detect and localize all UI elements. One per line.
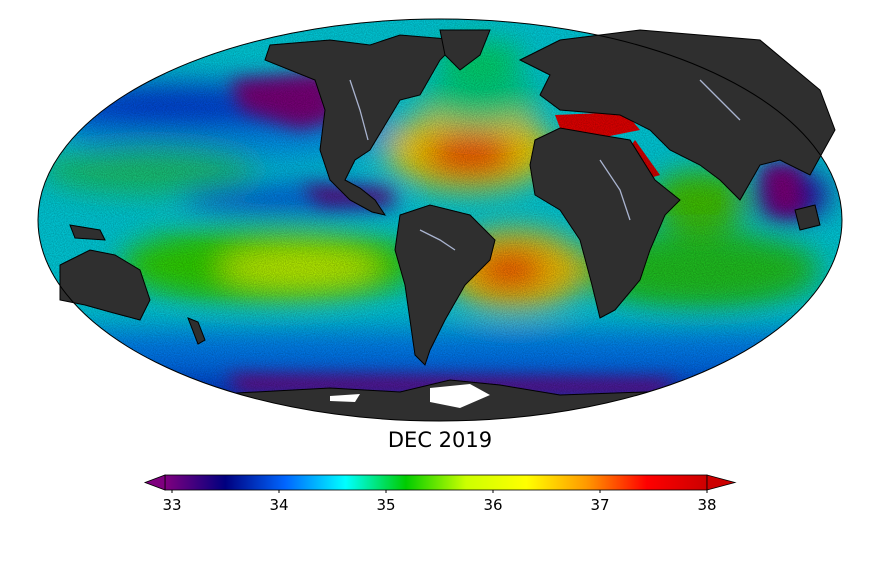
colorbar-tick-label: 33 <box>162 496 181 514</box>
new-zealand-land <box>187 317 206 345</box>
antarctica-ice <box>330 384 490 408</box>
africa-land <box>529 127 681 319</box>
globe-outline <box>37 18 843 422</box>
australia-land <box>59 249 151 321</box>
colorbar-tick-label: 35 <box>376 496 395 514</box>
colorbar-extend-low <box>143 474 166 491</box>
world-salinity-map <box>37 18 843 422</box>
eurasia-land <box>518 29 836 201</box>
map-title: DEC 2019 <box>387 428 493 452</box>
rivers <box>349 79 741 251</box>
colorbar-extend-high <box>706 474 737 491</box>
colorbar-tick-label: 34 <box>269 496 288 514</box>
south-america-land <box>394 204 496 366</box>
colorbar-gradient <box>164 474 708 491</box>
colorbar: 33 34 35 36 37 38 <box>143 474 737 514</box>
colorbar-tick-label: 37 <box>590 496 609 514</box>
continents <box>59 29 836 366</box>
colorbar-tick-label: 36 <box>483 496 502 514</box>
north-america-land <box>264 34 462 216</box>
greenland-land <box>439 29 491 71</box>
colorbar-tick-label: 38 <box>697 496 716 514</box>
